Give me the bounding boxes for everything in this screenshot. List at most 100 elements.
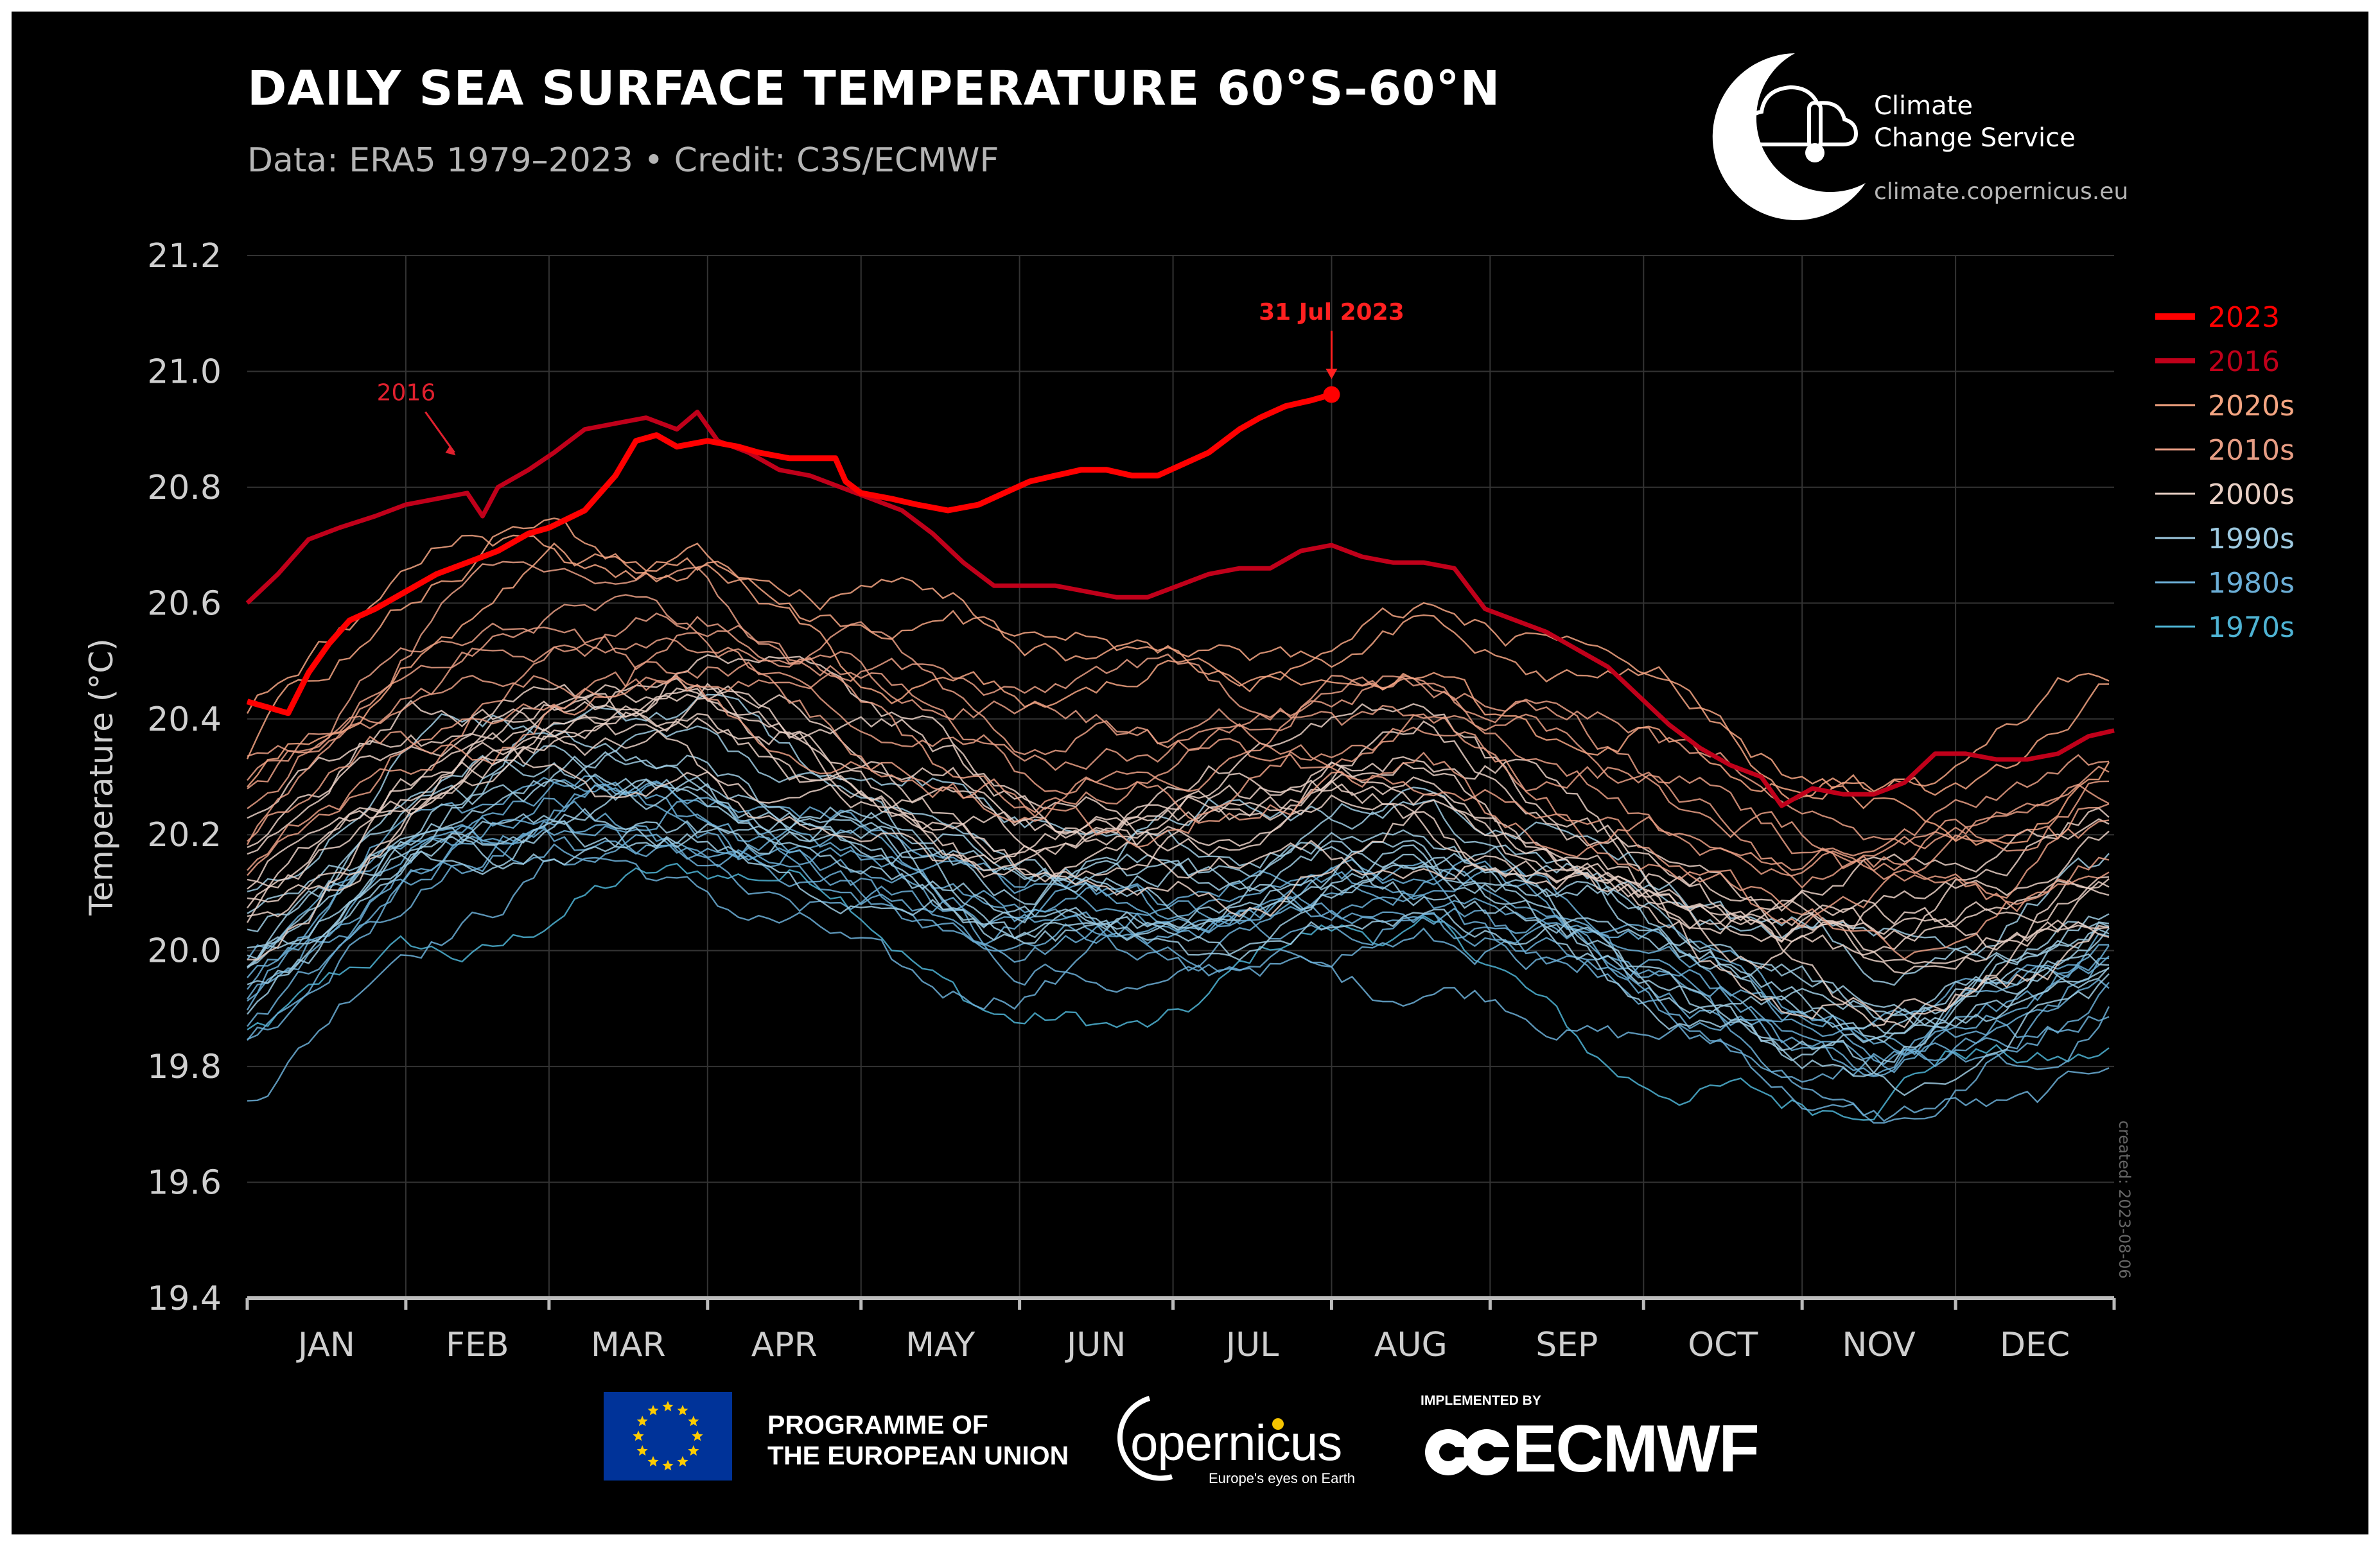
created-date: created: 2023-08-06: [2115, 1120, 2133, 1279]
legend-label-2010s: 2010s: [2208, 434, 2295, 467]
decade-line-2010s: [246, 626, 2110, 899]
eu-star: [688, 1445, 699, 1456]
eu-line1: PROGRAMME OF: [767, 1410, 988, 1439]
legend-label-1990s: 1990s: [2208, 523, 2295, 555]
series-line-2016: [245, 410, 2115, 808]
c3s-name-line2: Change Service: [1874, 123, 2076, 153]
copernicus-logo-icon: [1117, 1396, 1284, 1481]
decade-line-1980s: [247, 779, 2110, 1065]
decade-line-1970s: [247, 862, 2110, 1121]
month-label: NOV: [1842, 1326, 1916, 1364]
decade-line-1980s: [247, 797, 2109, 1077]
c3s-name: Climate Change Service: [1874, 90, 2076, 154]
decade-line-2010s: [247, 625, 2110, 871]
eu-star: [662, 1401, 674, 1412]
eu-star: [692, 1430, 703, 1441]
decade-line-1990s: [247, 750, 2110, 1028]
decade-line-1980s: [247, 825, 2110, 1124]
eu-star: [636, 1445, 648, 1456]
c3s-logo-icon: [1712, 53, 1866, 220]
y-tick-label: 20.0: [147, 932, 222, 971]
decade-line-2000s: [247, 682, 2110, 942]
copernicus-wordmark: opernicus: [1130, 1414, 1342, 1471]
decade-line-1990s: [247, 773, 2110, 1035]
legend-label-2016: 2016: [2208, 345, 2280, 378]
decade-line-1990s: [247, 808, 2110, 1062]
annotation-arrow-2016: [424, 411, 455, 453]
eu-star: [647, 1405, 659, 1416]
legend-label-1970s: 1970s: [2208, 611, 2295, 644]
annotation-2016: 2016: [377, 380, 436, 406]
decade-line-2000s: [247, 684, 2110, 951]
decade-line-2000s: [247, 687, 2110, 964]
y-axis-label: Temperature (°C): [83, 638, 120, 916]
decade-line-2000s: [247, 654, 2110, 912]
y-tick-label: 21.0: [147, 352, 222, 391]
eu-programme-text: PROGRAMME OF THE EUROPEAN UNION: [767, 1409, 1069, 1471]
eu-star: [647, 1455, 659, 1467]
eu-flag-icon: [604, 1392, 732, 1481]
decade-line-1980s: [247, 824, 2110, 1077]
legend-label-1980s: 1980s: [2208, 567, 2295, 600]
legend-label-2023: 2023: [2208, 301, 2280, 334]
decade-line-1990s: [247, 778, 2110, 1043]
c3s-url: climate.copernicus.eu: [1874, 178, 2129, 205]
month-label: AUG: [1374, 1326, 1448, 1364]
legend: 2023 2016 2020s 2010s 2000s 1990s 1980s 1970s: [2155, 301, 2295, 644]
decade-line-1980s: [247, 775, 2110, 1030]
eu-star: [636, 1416, 648, 1427]
ecmwf-logo-icon: [1425, 1429, 1512, 1475]
month-label: JAN: [296, 1326, 355, 1364]
month-label: FEB: [446, 1326, 509, 1364]
chart-frame: [12, 12, 2368, 1534]
month-label: OCT: [1688, 1326, 1758, 1364]
eu-star: [633, 1430, 644, 1441]
c3s-name-line1: Climate: [1874, 91, 1973, 121]
decade-line-2020s: [246, 534, 2110, 793]
month-label: SEP: [1536, 1326, 1598, 1364]
legend-label-2000s: 2000s: [2208, 478, 2295, 511]
month-label: DEC: [2000, 1326, 2070, 1364]
y-tick-label: 20.4: [147, 700, 222, 739]
decade-line-2000s: [246, 747, 2110, 1029]
legend-label-2020s: 2020s: [2208, 390, 2295, 422]
decade-line-1990s: [247, 693, 2110, 964]
month-label: JUN: [1065, 1326, 1126, 1364]
y-tick-label: 19.8: [147, 1048, 222, 1086]
eu-star: [688, 1416, 699, 1427]
chart-title: DAILY SEA SURFACE TEMPERATURE 60°S–60°N: [247, 61, 1501, 116]
annotation-31-jul-2023: 31 Jul 2023: [1259, 299, 1404, 326]
grid-lines: [247, 255, 2114, 1299]
decade-line-2010s: [247, 637, 2110, 912]
annotation-arrowhead-2016: [445, 445, 456, 456]
y-tick-label: 19.4: [147, 1280, 222, 1318]
endpoint-marker-2023: [1323, 386, 1340, 403]
decade-lines: [246, 517, 2110, 1124]
implemented-by: IMPLEMENTED BY: [1421, 1393, 1541, 1408]
month-label: MAY: [906, 1326, 975, 1364]
chart-subtitle: Data: ERA5 1979–2023 • Credit: C3S/ECMWF: [247, 141, 999, 180]
annotations: 2016 31 Jul 2023: [377, 299, 1404, 456]
highlight-lines: [245, 386, 2115, 808]
decade-line-1980s: [247, 783, 2110, 1073]
decade-line-1990s: [247, 745, 2110, 1029]
y-tick-label: 19.6: [147, 1164, 222, 1203]
decade-line-2010s: [247, 674, 2110, 960]
month-label: APR: [751, 1326, 818, 1364]
copernicus-tagline: Europe's eyes on Earth: [1209, 1470, 1356, 1486]
y-tick-label: 20.8: [147, 469, 222, 507]
annotation-arrowhead-2023: [1326, 369, 1338, 379]
decade-line-2000s: [247, 705, 2110, 975]
series-line-2023: [246, 392, 1333, 717]
month-label: JUL: [1224, 1326, 1279, 1364]
decade-line-1990s: [247, 818, 2110, 1077]
eu-line2: THE EUROPEAN UNION: [767, 1441, 1069, 1470]
ecmwf-wordmark: ECMWF: [1512, 1412, 1760, 1486]
decade-line-2020s: [246, 517, 2110, 803]
eu-star: [677, 1405, 688, 1416]
decade-line-2010s: [247, 594, 2110, 869]
decade-line-2020s: [247, 542, 2110, 846]
eu-star: [677, 1455, 688, 1467]
decade-line-2000s: [247, 697, 2110, 969]
y-tick-label: 20.6: [147, 584, 222, 623]
